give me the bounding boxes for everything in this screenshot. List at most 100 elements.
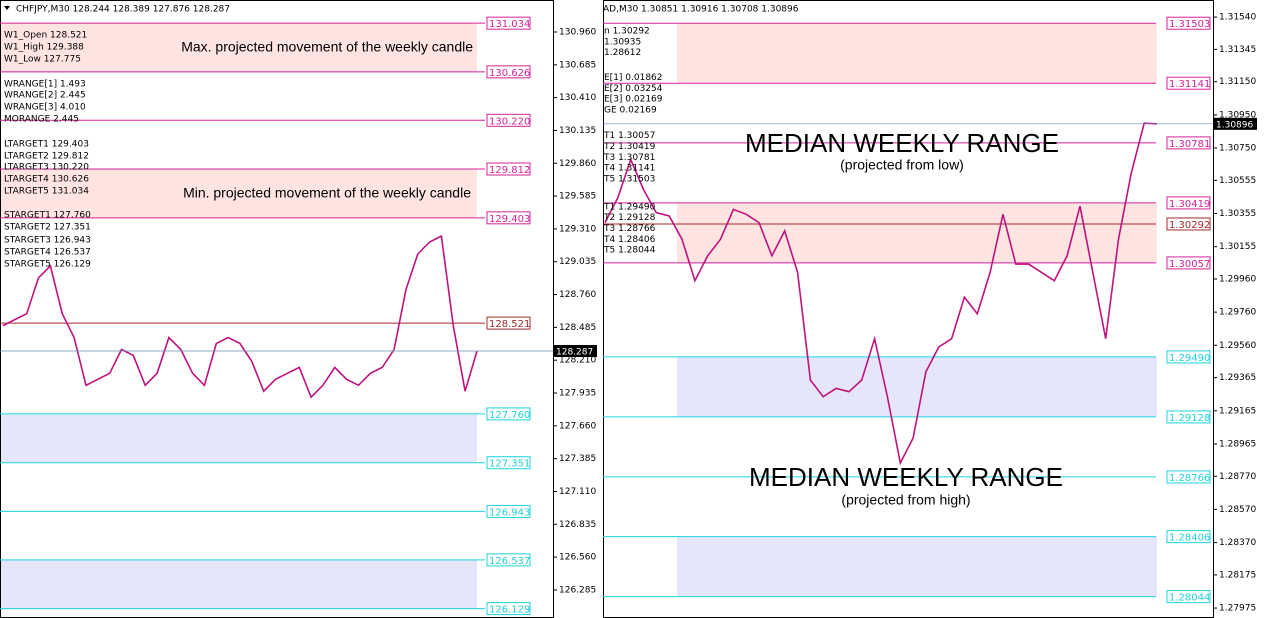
level-box (1166, 590, 1211, 604)
level-label: 1.30419 (1169, 199, 1210, 210)
y-tick-label: 1.28370 (1219, 538, 1256, 548)
annotation: (projected from low) (840, 157, 964, 173)
info-line: STARGET3 126.943 (4, 236, 91, 246)
zone (677, 23, 1157, 84)
right-chart: 1.31540 1.31345 1.31150 1.30950 1.30750 1.305… (603, 0, 1257, 618)
info-line: n 1.30292 (604, 27, 650, 37)
level-label: 1.28406 (1169, 533, 1210, 544)
y-tick-label: 1.30155 (1219, 242, 1256, 252)
y-tick-label: 126.835 (559, 520, 596, 530)
level-box (1166, 136, 1211, 150)
level-label: 1.29490 (1169, 353, 1210, 364)
info-line: T1 1.29490 (603, 202, 656, 212)
info-line: LTARGET3 130.220 (4, 163, 89, 173)
level-label: 126.129 (489, 605, 530, 616)
level-label: 131.034 (489, 19, 530, 30)
level-box (486, 162, 531, 176)
zone (0, 413, 477, 463)
info-line: T3 1.28766 (603, 224, 656, 234)
info-line: WRANGE[3] 4.010 (4, 103, 86, 113)
info-line: W1_Low 127.775 (4, 55, 81, 65)
y-tick-label: 1.31150 (1219, 77, 1256, 87)
y-tick-label: 1.28965 (1219, 439, 1256, 449)
y-tick-label: 130.135 (559, 126, 596, 136)
level-label: 129.812 (489, 165, 530, 176)
info-line: STARGET4 126.537 (4, 248, 91, 258)
zone (0, 559, 477, 609)
annotation: (projected from high) (841, 492, 970, 508)
y-tick-label: 129.585 (559, 192, 596, 202)
info-line: 1.30935 (604, 37, 641, 47)
annotation: MEDIAN WEEKLY RANGE (749, 462, 1063, 492)
zone (677, 536, 1157, 597)
info-line: T5 1.31503 (603, 175, 655, 185)
level-label: 127.760 (489, 410, 530, 421)
level-label: 126.537 (489, 556, 530, 567)
level-label: 128.521 (489, 319, 530, 330)
info-line: WRANGE[1] 1.493 (4, 80, 86, 90)
current-price-label: 128.287 (556, 348, 593, 358)
price-line (2, 234, 478, 399)
info-line: T2 1.29128 (603, 213, 656, 223)
info-line: LTARGET4 130.626 (4, 175, 89, 185)
level-box (1166, 76, 1211, 90)
y-tick-label: 1.31540 (1219, 13, 1256, 23)
level-box (1166, 196, 1211, 210)
info-line: LTARGET1 129.403 (4, 140, 89, 150)
y-tick-label: 1.28770 (1219, 472, 1256, 482)
zone (677, 356, 1157, 417)
level-label: 1.29128 (1169, 413, 1210, 424)
info-line: T4 1.28406 (603, 235, 656, 245)
info-line: W1_Open 128.521 (4, 31, 87, 41)
info-line: WRANGE[2] 2.445 (4, 91, 86, 101)
level-label: 1.30781 (1169, 139, 1210, 150)
current-price-box (1213, 117, 1257, 130)
level-box (486, 316, 531, 330)
current-price-label: 1.30896 (1216, 120, 1253, 130)
info-line: STARGET2 127.351 (4, 223, 91, 233)
info-line: STARGET1 127.760 (4, 211, 91, 221)
level-label: 127.351 (489, 459, 530, 470)
level-label: 1.30292 (1169, 220, 1210, 231)
y-tick-label: 127.110 (559, 487, 596, 497)
level-label: 1.30057 (1169, 259, 1210, 270)
y-tick-label: 126.285 (559, 585, 596, 595)
info-line: E[3] 0.02169 (604, 95, 663, 105)
level-box (1166, 350, 1211, 364)
y-tick-label: 129.035 (559, 257, 596, 267)
info-line: T1 1.30057 (603, 131, 655, 141)
y-tick-label: 129.310 (559, 224, 596, 234)
plot-frame (603, 0, 1214, 618)
level-box (486, 456, 531, 470)
y-tick-label: 128.485 (559, 323, 596, 333)
left-chart: 130.960 130.685 130.410 130.135 129.860 129.5… (0, 0, 597, 618)
y-tick-label: 127.935 (559, 389, 596, 399)
y-tick-label: 1.29760 (1219, 308, 1256, 318)
y-tick-label: 130.685 (559, 60, 596, 70)
level-label: 130.220 (489, 116, 530, 127)
y-tick-label: 1.29165 (1219, 406, 1256, 416)
annotation: MEDIAN WEEKLY RANGE (745, 128, 1059, 158)
y-tick-label: 129.860 (559, 159, 596, 169)
info-line: MORANGE 2.445 (4, 115, 79, 125)
info-line: T3 1.30781 (603, 153, 655, 163)
level-box (486, 16, 531, 30)
info-line: STARGET5 126.129 (4, 260, 91, 270)
y-tick-label: 127.660 (559, 421, 596, 431)
level-label: 129.403 (489, 214, 530, 225)
level-box (486, 407, 531, 421)
level-box (486, 65, 531, 79)
level-box (486, 113, 531, 127)
current-price-box (553, 345, 597, 358)
info-line: 1.28612 (604, 48, 641, 58)
y-tick-label: 1.30950 (1219, 110, 1256, 120)
zone (0, 23, 477, 72)
level-box (1166, 217, 1211, 231)
y-tick-label: 130.960 (559, 27, 596, 37)
y-tick-label: 1.29365 (1219, 373, 1256, 383)
chart-header: CHFJPY,M30 128.244 128.389 127.876 128.2… (16, 5, 230, 15)
level-label: 126.943 (489, 507, 530, 518)
level-box (1166, 256, 1211, 270)
level-box (486, 553, 531, 567)
